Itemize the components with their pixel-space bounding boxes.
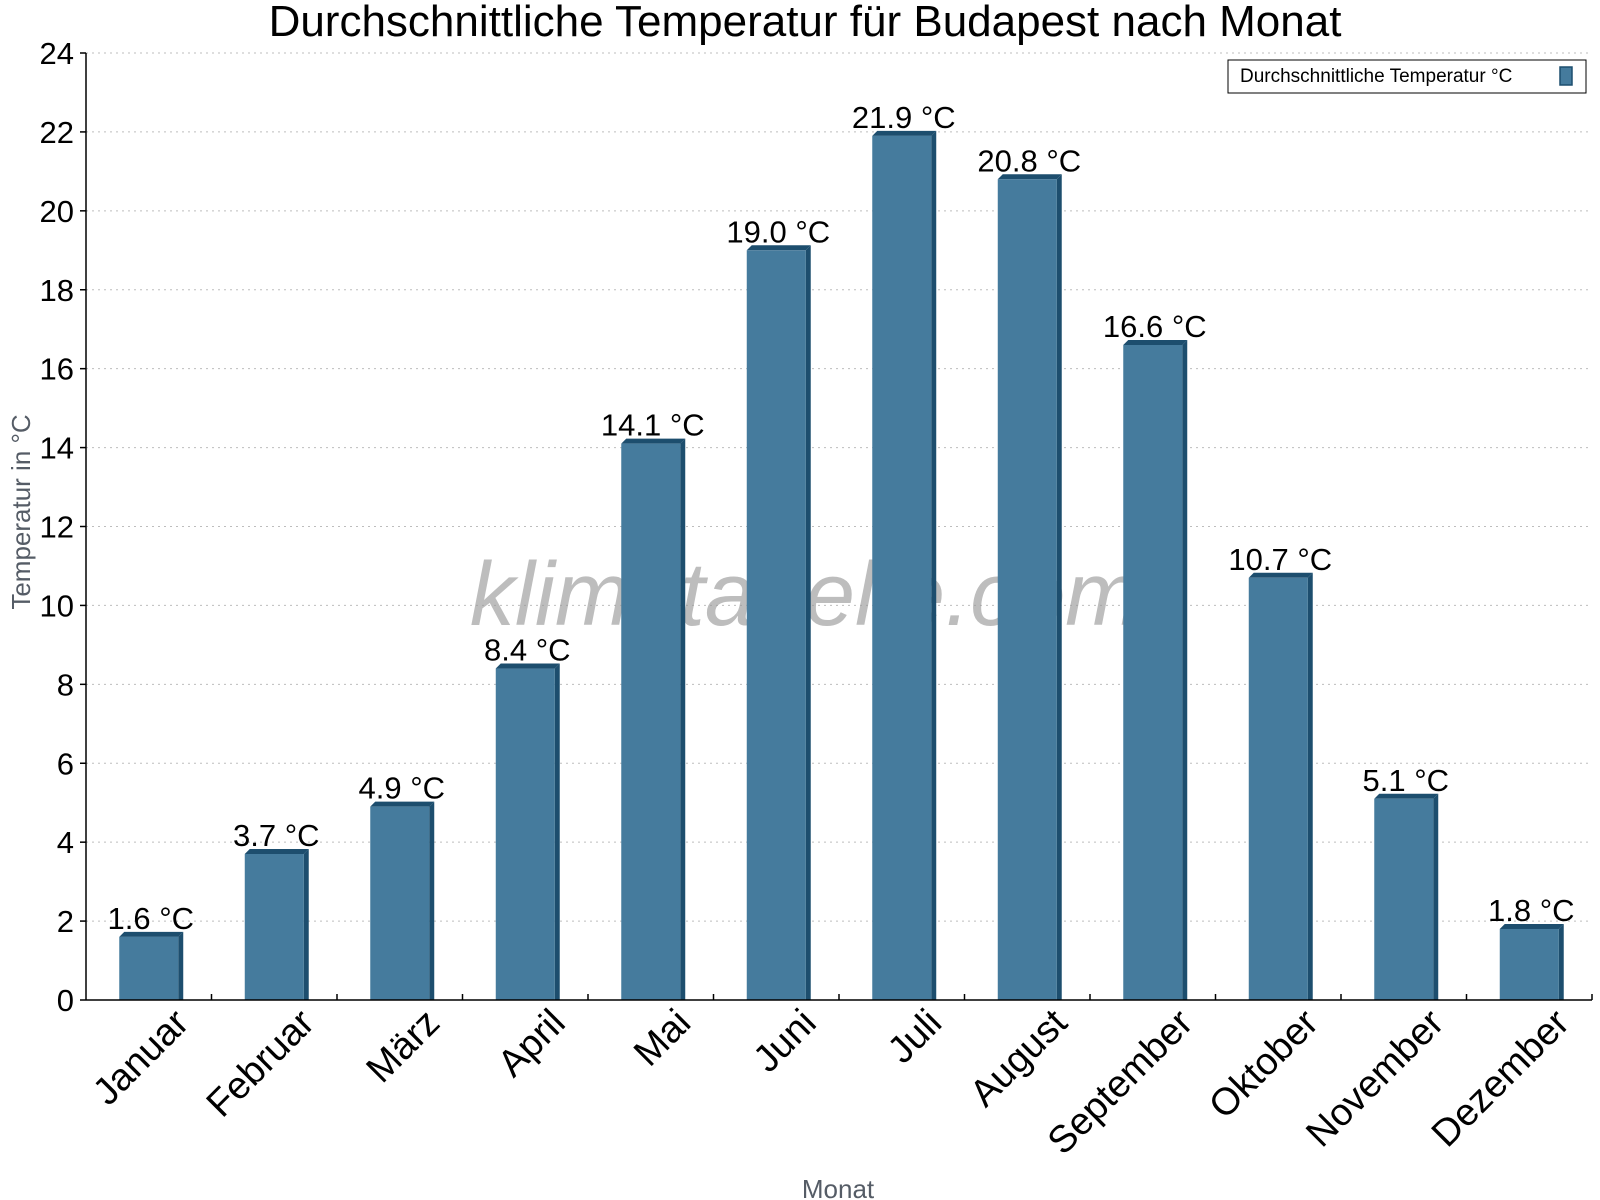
bar-10: [1374, 793, 1439, 1000]
y-tick-label-1: 2: [57, 904, 74, 939]
bar-front-10: [1374, 798, 1434, 1000]
y-tick-label-8: 16: [40, 352, 74, 387]
x-tick-label-2: März: [359, 1002, 448, 1091]
y-tick-label-10: 20: [40, 194, 74, 229]
bar-side-2: [429, 801, 435, 1000]
bar-top-7: [997, 174, 1062, 180]
bar-front-5: [746, 250, 806, 1000]
y-tick-label-4: 8: [57, 667, 74, 702]
bar-side-6: [931, 130, 937, 1001]
x-tick-label-4: Mai: [626, 1002, 699, 1075]
data-labels: 1.6 °C 3.7 °C 4.9 °C 8.4 °C 14.1 °C 19.0 °C 21…: [108, 100, 1575, 936]
bar-top-6: [872, 130, 937, 136]
bar-top-0: [119, 931, 184, 937]
y-tick-label-7: 14: [40, 431, 74, 466]
bar-7: [997, 174, 1062, 1000]
bar-0: [119, 931, 184, 1000]
bar-11: [1499, 923, 1564, 1000]
gridlines: [86, 52, 1592, 922]
x-axis-ticks: Januar Februar März April Mai Juni Juli AugustS…: [85, 994, 1593, 1163]
x-tick-label-11: Dezember: [1424, 1001, 1578, 1155]
data-label-4: 14.1 °C: [601, 408, 705, 443]
bar-front-0: [119, 936, 179, 1000]
legend: Durchschnittliche Temperatur °C: [1227, 59, 1587, 94]
bar-side-11: [1558, 923, 1564, 1000]
y-tick-label-2: 4: [57, 825, 74, 860]
x-tick-label-6: Juli: [880, 1002, 950, 1072]
bar-front-8: [1123, 344, 1183, 1000]
y-tick-label-5: 10: [40, 588, 74, 623]
bar-3: [495, 663, 560, 1000]
x-tick-label-7: August: [962, 1001, 1076, 1115]
legend-series-label: Durchschnittliche Temperatur °C: [1240, 66, 1512, 87]
bar-top-1: [244, 849, 309, 855]
chart-title: Durchschnittliche Temperatur für Budapes…: [269, 0, 1342, 46]
bar-front-11: [1499, 928, 1559, 1000]
x-tick-label-3: April: [490, 1002, 573, 1085]
x-tick-label-9: Oktober: [1201, 1001, 1327, 1127]
bar-9: [1248, 572, 1313, 1000]
x-tick-label-1: Februar: [199, 1001, 323, 1125]
bar-side-9: [1307, 572, 1313, 1000]
data-label-6: 21.9 °C: [852, 100, 956, 135]
bar-top-5: [746, 245, 811, 251]
y-tick-label-11: 22: [40, 115, 74, 150]
y-tick-label-9: 18: [40, 273, 74, 308]
data-label-9: 10.7 °C: [1228, 542, 1332, 577]
bar-front-4: [621, 443, 681, 1000]
bar-8: [1123, 339, 1188, 1000]
bar-front-3: [495, 668, 555, 1000]
x-tick-label-0: Januar: [85, 1001, 197, 1113]
y-tick-label-3: 6: [57, 746, 74, 781]
bar-top-3: [495, 663, 560, 669]
bars-group: [119, 130, 1564, 1001]
bar-top-2: [370, 801, 435, 807]
data-label-1: 3.7 °C: [233, 818, 320, 853]
bar-top-4: [621, 438, 686, 444]
bar-front-7: [997, 179, 1057, 1000]
bar-side-5: [805, 245, 811, 1000]
y-tick-label-6: 12: [40, 510, 74, 545]
bar-side-3: [554, 663, 560, 1000]
bar-2: [370, 801, 435, 1000]
bar-front-2: [370, 806, 430, 1000]
bar-side-0: [178, 931, 184, 1000]
data-label-10: 5.1 °C: [1363, 763, 1450, 798]
data-label-7: 20.8 °C: [977, 143, 1081, 178]
y-tick-label-0: 0: [57, 983, 74, 1018]
x-axis-label: Monat: [802, 1174, 875, 1200]
bar-front-6: [872, 135, 932, 1001]
data-label-2: 4.9 °C: [359, 771, 446, 806]
data-label-8: 16.6 °C: [1103, 309, 1207, 344]
legend-swatch: [1559, 66, 1573, 86]
bar-side-8: [1182, 339, 1188, 1000]
bar-side-7: [1056, 174, 1062, 1000]
data-label-3: 8.4 °C: [484, 633, 571, 668]
legend-box: [1227, 59, 1587, 94]
bar-top-10: [1374, 793, 1439, 799]
bar-6: [872, 130, 937, 1001]
data-label-11: 1.8 °C: [1488, 893, 1575, 928]
bar-front-9: [1248, 577, 1308, 1000]
bar-top-8: [1123, 339, 1188, 345]
data-label-0: 1.6 °C: [108, 901, 195, 936]
bar-top-11: [1499, 923, 1564, 929]
y-axis-label: Temperatur in °C: [6, 414, 36, 609]
axes: [85, 53, 1592, 1001]
x-tick-label-5: Juni: [746, 1002, 825, 1081]
bar-side-1: [303, 849, 309, 1000]
y-tick-label-12: 24: [40, 36, 74, 71]
bar-front-1: [244, 854, 304, 1000]
bar-5: [746, 245, 811, 1000]
bar-side-10: [1433, 793, 1439, 1000]
bar-4: [621, 438, 686, 1000]
bar-top-9: [1248, 572, 1313, 578]
bar-side-4: [680, 438, 686, 1000]
bar-1: [244, 849, 309, 1000]
data-label-5: 19.0 °C: [726, 214, 830, 249]
